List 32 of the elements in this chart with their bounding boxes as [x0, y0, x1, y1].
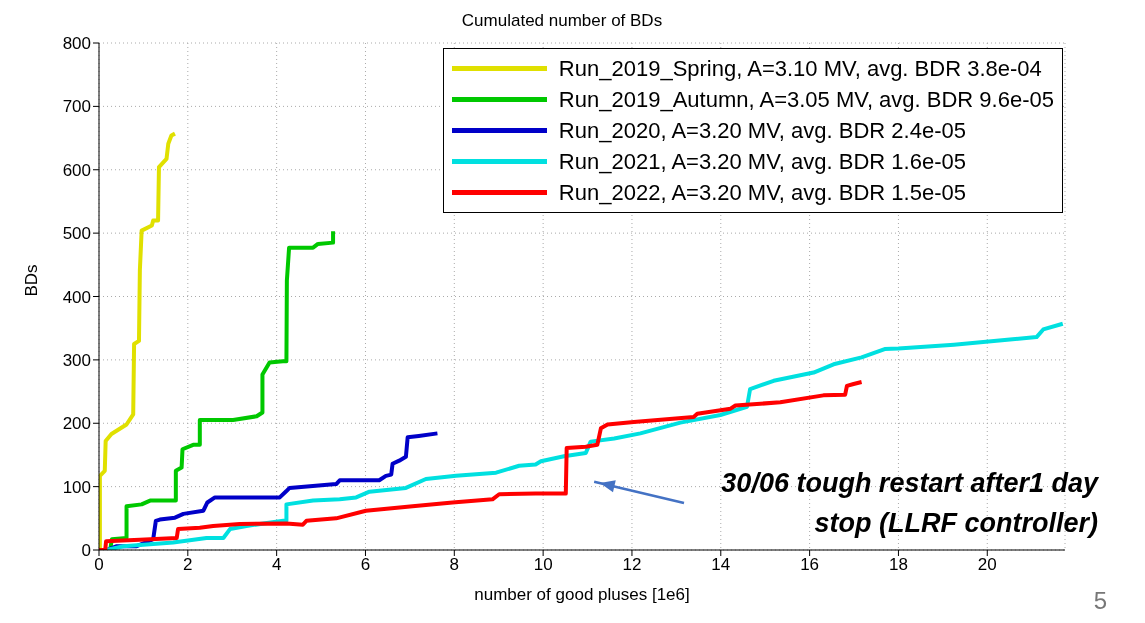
x-tick-label: 0 [94, 555, 104, 575]
legend-label: Run_2019_Autumn, A=3.05 MV, avg. BDR 9.6e-05 [558, 86, 1054, 114]
legend-label: Run_2021, A=3.20 MV, avg. BDR 1.6e-05 [558, 148, 966, 176]
x-tick-label: 20 [977, 555, 997, 575]
legend-label: Run_2022, A=3.20 MV, avg. BDR 1.5e-05 [558, 179, 966, 207]
x-tick-label: 14 [711, 555, 731, 575]
y-tick-label: 100 [62, 477, 91, 497]
x-tick-label: 2 [183, 555, 193, 575]
y-tick-label: 200 [62, 414, 91, 434]
legend-label: Run_2020, A=3.20 MV, avg. BDR 2.4e-05 [558, 117, 966, 145]
x-axis-title: number of good pluses [1e6] [474, 585, 690, 604]
y-tick-label: 300 [62, 350, 91, 370]
x-tick-label: 4 [271, 555, 282, 575]
y-axis-title: BDs [22, 264, 42, 297]
y-tick-label: 700 [62, 97, 91, 117]
y-tick-label: 0 [81, 541, 91, 561]
x-tick-label: 12 [622, 555, 642, 575]
x-tick-label: 18 [888, 555, 908, 575]
x-tick-label: 16 [800, 555, 820, 575]
annotation: 30/06 tough restart after1 day stop (LLRF controller) [720, 467, 1098, 540]
x-tick-label: 8 [449, 555, 460, 575]
y-tick-label: 600 [62, 160, 91, 180]
text: 5 [1093, 587, 1107, 615]
x-tick-label: 6 [360, 555, 371, 575]
line-series [108, 229, 336, 550]
x-tick-label: 10 [533, 555, 553, 575]
chart-title: Cumulated number of BDs [461, 11, 663, 30]
legend-label: Run_2019_Spring, A=3.10 MV, avg. BDR 3.8e-04 [558, 55, 1042, 83]
y-tick-label: 800 [62, 34, 91, 54]
y-tick-label: 400 [62, 287, 91, 307]
y-tick-label: 500 [62, 224, 91, 244]
line-series [99, 131, 177, 550]
